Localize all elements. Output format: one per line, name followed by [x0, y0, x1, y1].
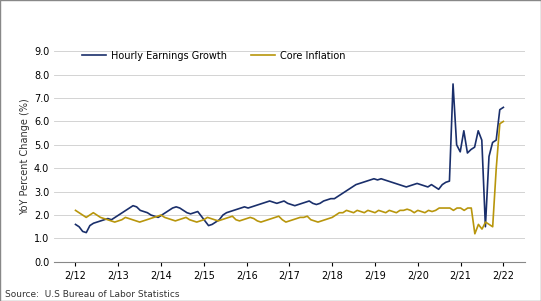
Hourly Earnings Growth: [450, 82, 456, 86]
Hourly Earnings Growth: [83, 231, 89, 234]
Core Inflation: [115, 219, 122, 223]
Core Inflation: [72, 209, 79, 212]
Line: Core Inflation: Core Inflation: [76, 121, 503, 234]
Hourly Earnings Growth: [191, 211, 197, 215]
Text: Hourly Earnings Growth and Core Inflation: Hourly Earnings Growth and Core Inflatio…: [6, 15, 340, 29]
Hourly Earnings Growth: [166, 209, 172, 212]
Core Inflation: [500, 119, 506, 123]
Hourly Earnings Growth: [72, 223, 79, 226]
Core Inflation: [475, 223, 481, 226]
Core Inflation: [472, 232, 478, 236]
Hourly Earnings Growth: [371, 177, 377, 181]
Text: Source:  U.S Bureau of Labor Statistics: Source: U.S Bureau of Labor Statistics: [5, 290, 180, 299]
Line: Hourly Earnings Growth: Hourly Earnings Growth: [76, 84, 503, 233]
Hourly Earnings Growth: [500, 106, 506, 109]
Hourly Earnings Growth: [414, 182, 420, 185]
Core Inflation: [254, 219, 261, 223]
Hourly Earnings Growth: [313, 203, 320, 206]
Y-axis label: YoY Percent Change (%): YoY Percent Change (%): [19, 98, 30, 215]
Core Inflation: [340, 211, 346, 215]
Hourly Earnings Growth: [493, 138, 499, 142]
Core Inflation: [172, 219, 179, 223]
Legend: Hourly Earnings Growth, Core Inflation: Hourly Earnings Growth, Core Inflation: [78, 47, 349, 65]
Core Inflation: [361, 211, 367, 215]
